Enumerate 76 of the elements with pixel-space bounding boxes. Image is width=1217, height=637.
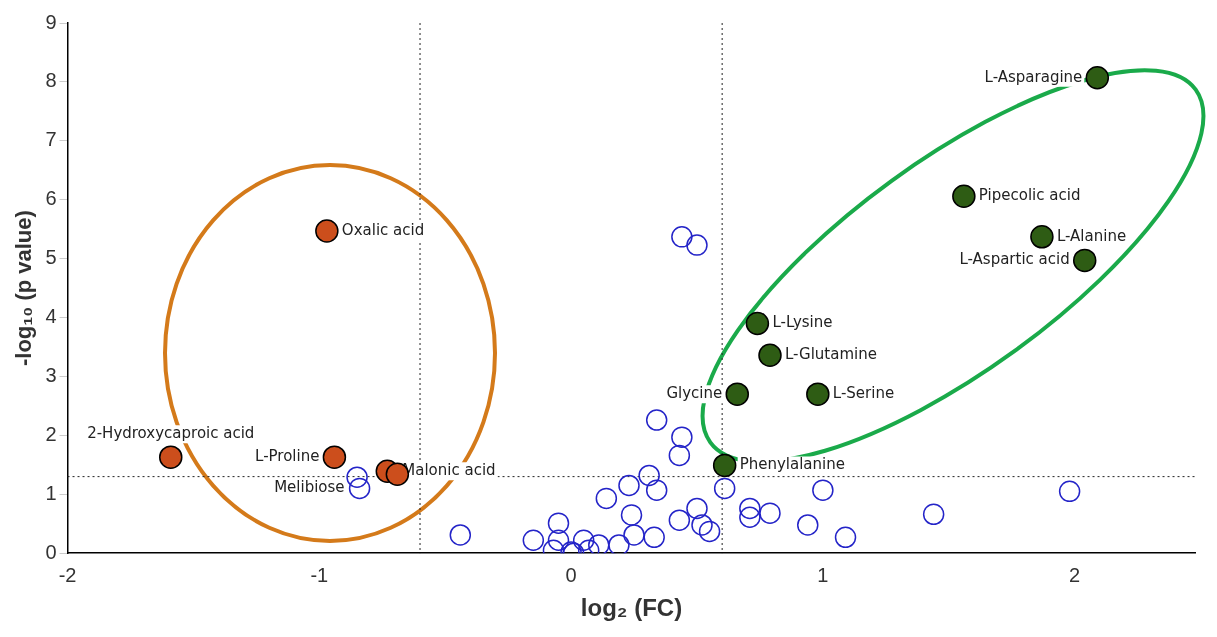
annotation: Oxalic acid xyxy=(341,220,425,239)
y-tick-label: 2 xyxy=(45,422,57,445)
annotation: 2-Hydroxycaproic acid xyxy=(87,424,255,443)
point xyxy=(643,526,665,549)
y-axis-title: -log₁₀ (p value) xyxy=(11,210,37,367)
annotation: L-Proline xyxy=(255,447,320,466)
y-tick-label: 0 xyxy=(45,540,57,563)
point xyxy=(725,382,750,406)
point xyxy=(547,529,570,551)
point xyxy=(645,479,668,501)
y-tick-label: 8 xyxy=(45,69,57,92)
point xyxy=(745,311,770,336)
point xyxy=(713,477,736,500)
x-tick-label: -1 xyxy=(310,563,329,586)
x-tick-label: 0 xyxy=(565,563,577,586)
point xyxy=(739,497,761,520)
y-tick-label: 6 xyxy=(45,187,57,210)
point xyxy=(806,382,830,406)
point xyxy=(608,534,630,554)
point xyxy=(834,526,857,549)
point xyxy=(449,524,472,546)
y-tick-label: 7 xyxy=(45,128,57,151)
point xyxy=(522,529,545,551)
point xyxy=(1030,225,1054,249)
y-tick-label: 5 xyxy=(45,246,57,269)
point xyxy=(618,474,640,497)
x-tick-label: -2 xyxy=(58,563,77,586)
point xyxy=(638,464,660,487)
point xyxy=(812,479,834,501)
point xyxy=(698,520,721,543)
y-tick-label: 4 xyxy=(45,305,57,328)
annotation: L-Glutamine xyxy=(784,345,877,364)
point xyxy=(691,514,713,536)
annotation: Phenylalanine xyxy=(739,455,845,474)
point xyxy=(668,509,691,531)
point xyxy=(315,219,339,243)
x-axis-title: log₂ (FC) xyxy=(580,594,683,622)
point xyxy=(346,466,368,488)
annotation: L-Asparagine xyxy=(984,67,1083,86)
y-tick-label: 3 xyxy=(45,363,57,386)
annotation: L-Serine xyxy=(832,384,895,403)
y-tick-label: 1 xyxy=(45,481,57,504)
point xyxy=(645,409,668,431)
point xyxy=(758,343,782,368)
point xyxy=(671,226,693,248)
point xyxy=(739,506,761,529)
point xyxy=(1085,66,1110,90)
point xyxy=(759,502,781,524)
point xyxy=(572,529,595,551)
point xyxy=(686,497,708,520)
point xyxy=(952,184,976,208)
point xyxy=(712,453,737,478)
annotation: Melibiose xyxy=(274,478,345,497)
y-tick-label: 9 xyxy=(45,10,57,33)
annotation: L-Lysine xyxy=(772,313,833,332)
point xyxy=(620,504,643,526)
point xyxy=(588,534,610,554)
point xyxy=(1072,248,1097,273)
point xyxy=(1058,480,1081,503)
point xyxy=(668,444,691,467)
annotation: L-Aspartic acid xyxy=(959,250,1070,269)
point xyxy=(686,234,708,256)
point xyxy=(797,514,819,536)
point xyxy=(159,445,183,469)
x-tick-label: 2 xyxy=(1069,563,1081,586)
annotation: Glycine xyxy=(666,384,723,403)
point xyxy=(595,487,618,510)
x-tick-label: 1 xyxy=(817,563,829,586)
point xyxy=(348,477,371,500)
point xyxy=(922,503,945,526)
point xyxy=(623,524,645,546)
point xyxy=(322,445,347,469)
point xyxy=(671,426,693,448)
annotation: L-Alanine xyxy=(1056,226,1127,245)
annotation: Pipecolic acid xyxy=(978,186,1081,205)
point xyxy=(547,512,570,534)
